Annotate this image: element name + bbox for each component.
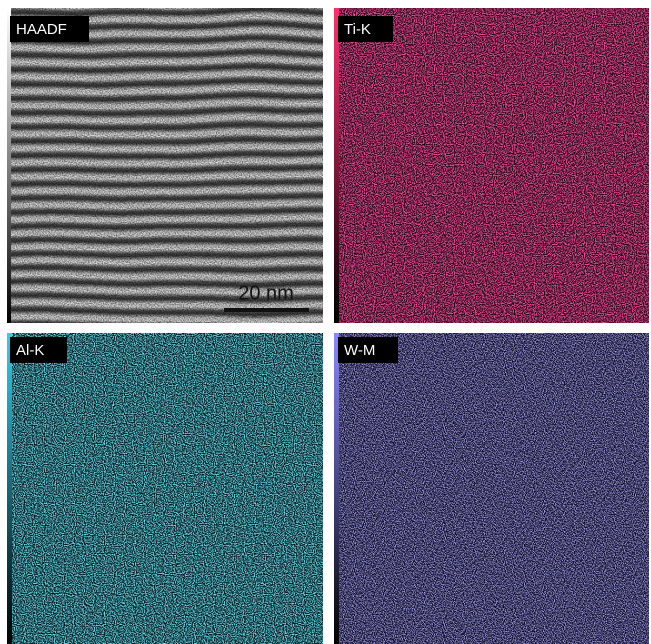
color-bar [334, 8, 339, 323]
ti-map [334, 8, 649, 323]
w-map [334, 333, 649, 644]
panel-label: Ti-K [344, 21, 371, 38]
page: {"panels": [{"label": "HAADF"}, {"label"… [0, 0, 651, 644]
panel-w: W-M [334, 333, 649, 644]
al-map [7, 333, 323, 644]
body: HAADF 20 nm Ti-K Al-K W-M (() => { const… [0, 0, 651, 644]
panel-ti: Ti-K [334, 8, 649, 323]
color-bar [7, 333, 12, 644]
image-noise [7, 8, 323, 323]
color-bar [7, 8, 11, 323]
scale-bar [224, 308, 309, 312]
color-bar [334, 333, 339, 644]
panel-label: W-M [344, 342, 375, 359]
panel-haadf: HAADF 20 nm [7, 4, 323, 328]
figure: HAADF 20 nm Ti-K Al-K W-M [0, 0, 651, 644]
panel-label: HAADF [16, 21, 67, 38]
scale-bar-label: 20 nm [238, 282, 294, 304]
panel-al: Al-K [7, 333, 323, 644]
panel-label: Al-K [16, 342, 44, 359]
